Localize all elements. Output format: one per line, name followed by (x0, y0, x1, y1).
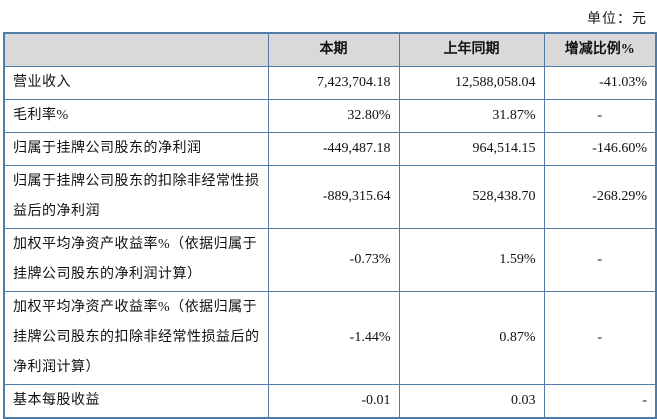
prior-period-cell: 1.59% (398, 228, 545, 292)
row-label-cell: 归属于挂牌公司股东的净利润 (3, 132, 269, 166)
prior-period-cell: 0.03 (398, 384, 545, 419)
change-ratio-cell: - (543, 291, 657, 385)
current-period-cell: 32.80% (267, 99, 400, 133)
current-period-cell: -449,487.18 (267, 132, 400, 166)
row-label-cell: 毛利率% (3, 99, 269, 133)
prior-period-cell: 12,588,058.04 (398, 66, 545, 100)
row-label-cell: 基本每股收益 (3, 384, 269, 419)
change-ratio-cell: - (543, 384, 657, 419)
row-label-cell: 归属于挂牌公司股东的扣除非经常性损益后的净利润 (3, 165, 269, 229)
change-ratio-cell: -41.03% (543, 66, 657, 100)
table-row-net-profit: 归属于挂牌公司股东的净利润 -449,487.18 964,514.15 -14… (3, 132, 657, 166)
header-prior-period: 上年同期 (398, 32, 545, 67)
row-label-cell: 加权平均净资产收益率%（依据归属于挂牌公司股东的扣除非经常性损益后的净利润计算） (3, 291, 269, 385)
table-row-operating-revenue: 营业收入 7,423,704.18 12,588,058.04 -41.03% (3, 66, 657, 100)
unit-note: 单位：元 (587, 12, 647, 27)
financial-summary-table: 本期 上年同期 增减比例% 营业收入 7,423,704.18 12,588,0… (3, 32, 657, 419)
current-period-cell: 7,423,704.18 (267, 66, 400, 100)
prior-period-cell: 528,438.70 (398, 165, 545, 229)
change-ratio-cell: - (543, 99, 657, 133)
prior-period-cell: 31.87% (398, 99, 545, 133)
row-label-cell: 加权平均净资产收益率%（依据归属于挂牌公司股东的净利润计算） (3, 228, 269, 292)
change-ratio-cell: -146.60% (543, 132, 657, 166)
prior-period-cell: 964,514.15 (398, 132, 545, 166)
row-label-cell: 营业收入 (3, 66, 269, 100)
header-change-ratio: 增减比例% (543, 32, 657, 67)
table-row-roe-weighted: 加权平均净资产收益率%（依据归属于挂牌公司股东的净利润计算） -0.73% 1.… (3, 228, 657, 292)
table-row-gross-margin: 毛利率% 32.80% 31.87% - (3, 99, 657, 133)
header-current-period: 本期 (267, 32, 400, 67)
table-row-net-profit-excl-nonrecurring: 归属于挂牌公司股东的扣除非经常性损益后的净利润 -889,315.64 528,… (3, 165, 657, 229)
change-ratio-cell: - (543, 228, 657, 292)
table-header-row: 本期 上年同期 增减比例% (3, 32, 657, 67)
header-item-column (3, 32, 269, 67)
table-row-basic-eps: 基本每股收益 -0.01 0.03 - (3, 384, 657, 419)
current-period-cell: -0.73% (267, 228, 400, 292)
current-period-cell: -1.44% (267, 291, 400, 385)
prior-period-cell: 0.87% (398, 291, 545, 385)
change-ratio-cell: -268.29% (543, 165, 657, 229)
current-period-cell: -0.01 (267, 384, 400, 419)
table-row-roe-weighted-excl-nonrecurring: 加权平均净资产收益率%（依据归属于挂牌公司股东的扣除非经常性损益后的净利润计算）… (3, 291, 657, 385)
current-period-cell: -889,315.64 (267, 165, 400, 229)
